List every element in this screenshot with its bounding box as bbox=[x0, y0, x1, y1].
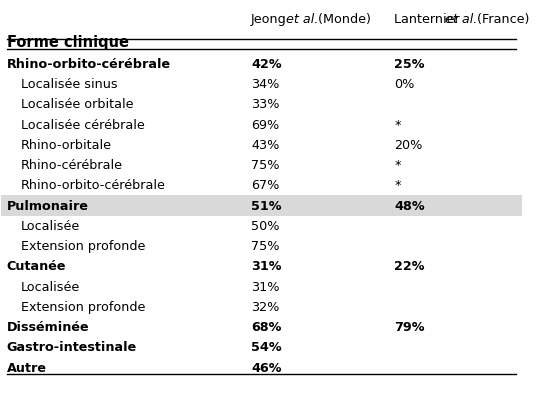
Text: Cutanée: Cutanée bbox=[6, 260, 66, 273]
Text: Rhino-orbito-cérébrale: Rhino-orbito-cérébrale bbox=[6, 58, 171, 71]
Text: Localisée: Localisée bbox=[21, 220, 80, 233]
Text: et al.: et al. bbox=[286, 13, 319, 26]
Text: 33%: 33% bbox=[251, 98, 280, 111]
Text: 31%: 31% bbox=[251, 260, 281, 273]
Text: Forme clinique: Forme clinique bbox=[6, 35, 129, 50]
Text: *: * bbox=[394, 179, 401, 192]
Text: 42%: 42% bbox=[251, 58, 282, 71]
Text: 68%: 68% bbox=[251, 321, 281, 334]
Text: Gastro-intestinale: Gastro-intestinale bbox=[6, 342, 137, 354]
Text: 0%: 0% bbox=[394, 78, 415, 91]
Text: Lanternier: Lanternier bbox=[394, 13, 464, 26]
Text: (France): (France) bbox=[472, 13, 529, 26]
Text: et al.: et al. bbox=[445, 13, 477, 26]
Text: Autre: Autre bbox=[6, 362, 46, 375]
Text: 51%: 51% bbox=[251, 200, 281, 213]
Text: 25%: 25% bbox=[394, 58, 424, 71]
Text: Rhino-orbitale: Rhino-orbitale bbox=[21, 139, 112, 152]
Text: Disséminée: Disséminée bbox=[6, 321, 89, 334]
Text: 32%: 32% bbox=[251, 301, 280, 314]
Text: 69%: 69% bbox=[251, 118, 279, 132]
Text: Localisée cérébrale: Localisée cérébrale bbox=[21, 118, 145, 132]
Text: 43%: 43% bbox=[251, 139, 280, 152]
Text: Pulmonaire: Pulmonaire bbox=[6, 200, 89, 213]
Text: Extension profonde: Extension profonde bbox=[21, 301, 146, 314]
Text: Jeong: Jeong bbox=[251, 13, 291, 26]
Text: Localisée sinus: Localisée sinus bbox=[21, 78, 118, 91]
Text: 54%: 54% bbox=[251, 342, 282, 354]
Text: 79%: 79% bbox=[394, 321, 424, 334]
Text: Rhino-orbito-cérébrale: Rhino-orbito-cérébrale bbox=[21, 179, 166, 192]
Text: *: * bbox=[394, 118, 401, 132]
Text: 75%: 75% bbox=[251, 240, 280, 253]
Text: 22%: 22% bbox=[394, 260, 424, 273]
Text: 20%: 20% bbox=[394, 139, 422, 152]
Text: (Monde): (Monde) bbox=[314, 13, 371, 26]
Text: 31%: 31% bbox=[251, 281, 280, 294]
Text: Localisée: Localisée bbox=[21, 281, 80, 294]
Text: 75%: 75% bbox=[251, 159, 280, 172]
Text: 46%: 46% bbox=[251, 362, 281, 375]
Text: Extension profonde: Extension profonde bbox=[21, 240, 146, 253]
FancyBboxPatch shape bbox=[2, 195, 522, 216]
Text: 34%: 34% bbox=[251, 78, 280, 91]
Text: 50%: 50% bbox=[251, 220, 280, 233]
Text: 48%: 48% bbox=[394, 200, 425, 213]
Text: Rhino-cérébrale: Rhino-cérébrale bbox=[21, 159, 123, 172]
Text: *: * bbox=[394, 159, 401, 172]
Text: 67%: 67% bbox=[251, 179, 280, 192]
Text: Localisée orbitale: Localisée orbitale bbox=[21, 98, 134, 111]
